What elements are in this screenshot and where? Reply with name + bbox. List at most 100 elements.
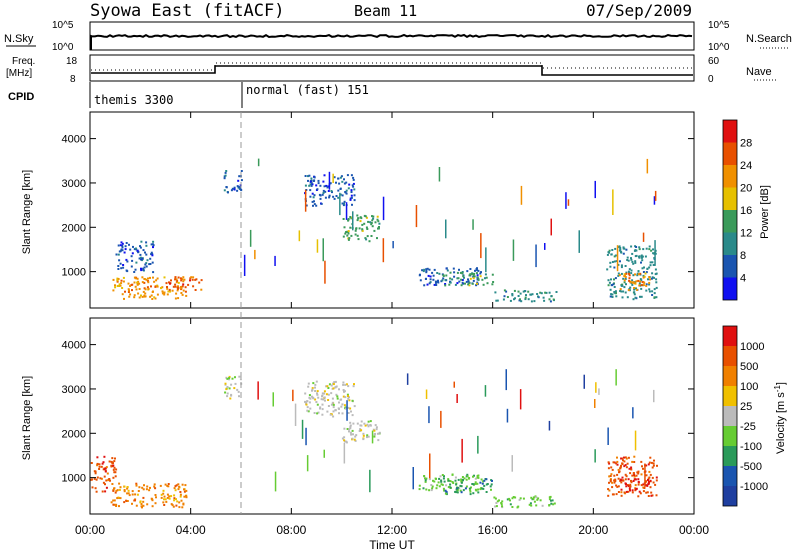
power-echo-cell	[118, 283, 121, 286]
power-echo-cell	[117, 253, 120, 256]
velocity-echo-cell	[95, 490, 98, 493]
power-echo-cell	[611, 293, 614, 296]
power-echo-cell	[435, 281, 437, 284]
power-echo-cell	[645, 283, 648, 286]
power-echo-streak	[322, 238, 324, 262]
power-echo-cell	[315, 184, 318, 187]
power-echo-cell	[343, 200, 346, 203]
power-echo-streak	[324, 260, 326, 284]
power-echo-cell	[642, 271, 645, 273]
power-echo-cell	[471, 282, 474, 285]
velocity-echo-cell	[366, 436, 368, 439]
power-echo-cell	[550, 295, 553, 298]
velocity-echo-cell	[474, 482, 477, 485]
velocity-echo-cell	[164, 498, 167, 501]
velocity-echo-cell	[435, 487, 438, 490]
power-echo-cell	[347, 187, 350, 190]
power-echo-cell	[138, 282, 141, 285]
nave-tick-bottom: 0	[708, 74, 714, 85]
velocity-echo-cell	[335, 385, 338, 388]
power-echo-cell	[357, 238, 360, 241]
velocity-echo-cell	[96, 464, 99, 467]
velocity-echo-cell	[482, 487, 485, 490]
velocity-echo-cell	[374, 432, 376, 435]
power-echo-cell	[344, 191, 347, 193]
power-echo-cell	[141, 257, 144, 260]
power-echo-cell	[436, 272, 439, 274]
power-echo-cell	[132, 245, 134, 248]
velocity-echo-cell	[445, 484, 448, 487]
velocity-echo-cell	[329, 413, 332, 416]
power-echo-cell	[619, 247, 622, 249]
velocity-echo-cell	[145, 488, 148, 491]
velocity-echo-cell	[349, 407, 352, 410]
velocity-echo-cell	[321, 403, 324, 406]
velocity-echo-cell	[622, 459, 624, 462]
velocity-echo-cell	[516, 506, 519, 509]
velocity-echo-cell	[138, 486, 141, 489]
power-echo-cell	[473, 272, 476, 275]
power-echo-cell	[142, 249, 145, 252]
power-echo-cell	[223, 189, 226, 192]
velocity-echo-cell	[373, 435, 376, 438]
power-echo-cell	[653, 276, 655, 279]
power-echo-cell	[165, 282, 168, 285]
power-echo-cell	[467, 278, 469, 281]
velocity-echo-cell	[174, 485, 177, 488]
velocity-echo-cell	[343, 390, 346, 393]
power-echo-cell	[371, 215, 373, 218]
power-echo-cell	[525, 294, 527, 297]
velocity-echo-cell	[321, 413, 324, 416]
power-echo-cell	[152, 246, 154, 249]
velocity-echo-cell	[629, 489, 631, 492]
velocity-echo-cell	[617, 477, 620, 480]
velocity-echo-cell	[621, 457, 624, 460]
power-echo-cell	[622, 247, 625, 250]
power-colorbar-tick: 28	[740, 138, 752, 150]
velocity-colorbar-frame	[722, 325, 738, 507]
velocity-colorbar-tick: -500	[740, 461, 762, 473]
velocity-echo-cell	[342, 381, 345, 384]
velocity-echo-cell	[637, 470, 640, 473]
power-echo-cell	[237, 186, 240, 188]
power-echo-cell	[453, 271, 456, 274]
velocity-echo-cell	[312, 382, 315, 385]
velocity-echo-cell	[141, 486, 144, 489]
velocity-echo-cell	[530, 496, 533, 499]
power-echo-cell	[147, 281, 150, 284]
power-echo-cell	[340, 175, 343, 178]
power-colorbar-tick: 20	[740, 183, 752, 195]
velocity-echo-cell	[306, 406, 309, 409]
velocity-echo-cell	[340, 398, 343, 401]
freq-unit-label: [MHz]	[6, 68, 32, 79]
velocity-echo-cell	[620, 488, 623, 491]
velocity-echo-cell	[630, 481, 633, 484]
power-echo-cell	[143, 295, 146, 298]
velocity-echo-cell	[535, 496, 538, 499]
power-echo-cell	[435, 284, 438, 286]
velocity-echo-cell	[175, 484, 178, 487]
power-echo-cell	[642, 284, 645, 287]
velocity-echo-cell	[367, 425, 370, 428]
velocity-ytick-label: 3000	[62, 384, 86, 396]
power-echo-region	[494, 289, 558, 303]
power-echo-cell	[636, 274, 639, 277]
velocity-echo-cell	[346, 428, 349, 430]
velocity-echo-cell	[464, 487, 467, 490]
power-echo-cell	[505, 290, 508, 293]
nsearch-label: N.Search	[746, 33, 792, 45]
power-echo-cell	[628, 288, 631, 290]
power-echo-cell	[377, 227, 380, 230]
power-echo-cell	[491, 283, 494, 286]
velocity-echo-cell	[113, 466, 116, 469]
power-echo-cell	[349, 226, 352, 229]
power-echo-cell	[611, 261, 614, 263]
power-echo-cell	[313, 203, 316, 206]
velocity-echo-cell	[351, 414, 354, 417]
velocity-echo-cell	[349, 424, 352, 427]
power-echo-cell	[496, 299, 499, 302]
velocity-echo-cell	[424, 477, 426, 480]
power-colorbar-swatch	[723, 277, 737, 300]
velocity-echo-cell	[126, 492, 129, 495]
power-echo-streak	[352, 211, 354, 231]
